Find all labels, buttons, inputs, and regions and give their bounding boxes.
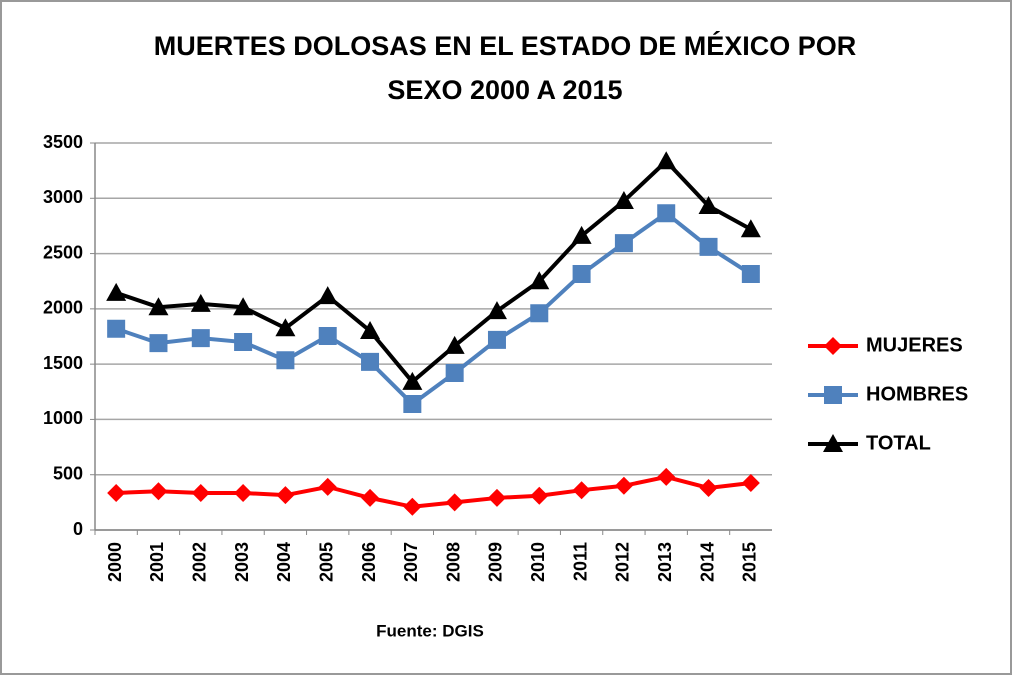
legend-marker (823, 434, 843, 452)
legend-label: HOMBRES (866, 383, 968, 405)
data-point (698, 196, 719, 215)
series-line (115, 158, 752, 385)
data-point (487, 488, 506, 507)
x-tick-label: 2014 (697, 542, 717, 582)
data-point (233, 297, 254, 316)
x-tick-label: 2001 (147, 542, 167, 582)
data-point (360, 320, 381, 339)
x-tick-label: 2013 (655, 542, 675, 582)
x-tick-label: 2007 (401, 542, 421, 582)
data-point (445, 493, 464, 512)
data-point (444, 335, 465, 354)
data-point (403, 497, 422, 516)
chart-subtitle: SEXO 2000 A 2015 (387, 75, 622, 105)
data-point (571, 225, 592, 244)
x-tick-label: 2015 (740, 542, 760, 582)
data-point (318, 477, 337, 496)
data-point (317, 286, 338, 305)
legend-marker (824, 337, 842, 355)
x-tick-label: 2003 (232, 542, 252, 582)
data-point (191, 483, 210, 502)
data-point (106, 282, 127, 301)
data-point (487, 330, 506, 349)
data-point (234, 483, 253, 502)
data-point (530, 486, 549, 505)
y-tick-label: 1000 (43, 408, 83, 428)
series-line (115, 210, 752, 407)
data-point (530, 304, 549, 323)
y-tick-label: 3000 (43, 187, 83, 207)
data-point (613, 191, 634, 210)
legend-label: MUJERES (866, 334, 963, 356)
data-point (445, 363, 464, 382)
y-tick-label: 3500 (43, 132, 83, 152)
legend-label: TOTAL (866, 432, 931, 454)
x-tick-label: 2005 (316, 542, 336, 582)
chart-title: MUERTES DOLOSAS EN EL ESTADO DE MÉXICO P… (154, 30, 857, 61)
data-point (318, 326, 337, 345)
data-point (403, 394, 422, 413)
data-point (740, 219, 761, 238)
data-point (529, 271, 550, 290)
data-point (107, 483, 126, 502)
data-point (656, 151, 677, 170)
data-point (699, 478, 718, 497)
data-point (276, 486, 295, 505)
x-tick-label: 2008 (443, 542, 463, 582)
data-point (657, 467, 676, 486)
data-point (275, 318, 296, 337)
y-tick-label: 2500 (43, 242, 83, 262)
x-tick-label: 2009 (486, 542, 506, 582)
x-tick-label: 2006 (359, 542, 379, 582)
data-point (149, 482, 168, 501)
data-point (572, 265, 591, 284)
data-point (148, 297, 169, 316)
series-line (116, 474, 752, 509)
data-point (234, 333, 253, 352)
data-point (361, 352, 380, 371)
data-point (191, 329, 210, 348)
data-point (486, 301, 507, 320)
data-point (107, 319, 126, 338)
data-point (572, 481, 591, 500)
data-point (614, 234, 633, 253)
x-tick-label: 2002 (190, 542, 210, 582)
x-tick-label: 2010 (528, 542, 548, 582)
y-tick-label: 2000 (43, 298, 83, 318)
data-point (741, 474, 760, 493)
data-point (361, 488, 380, 507)
x-tick-label: 2011 (570, 542, 590, 581)
data-point (741, 265, 760, 284)
data-point (402, 371, 423, 390)
legend-marker (824, 386, 842, 404)
x-tick-label: 2000 (105, 542, 125, 582)
data-point (190, 293, 211, 312)
data-point (149, 334, 168, 353)
x-tick-label: 2004 (274, 542, 294, 582)
source-note: Fuente: DGIS (376, 621, 484, 640)
y-tick-label: 0 (73, 519, 83, 539)
y-tick-label: 1500 (43, 353, 83, 373)
data-point (276, 351, 295, 370)
data-point (657, 204, 676, 223)
x-tick-label: 2012 (613, 542, 633, 582)
data-point (699, 237, 718, 256)
data-point (614, 476, 633, 495)
y-tick-label: 500 (53, 463, 83, 483)
